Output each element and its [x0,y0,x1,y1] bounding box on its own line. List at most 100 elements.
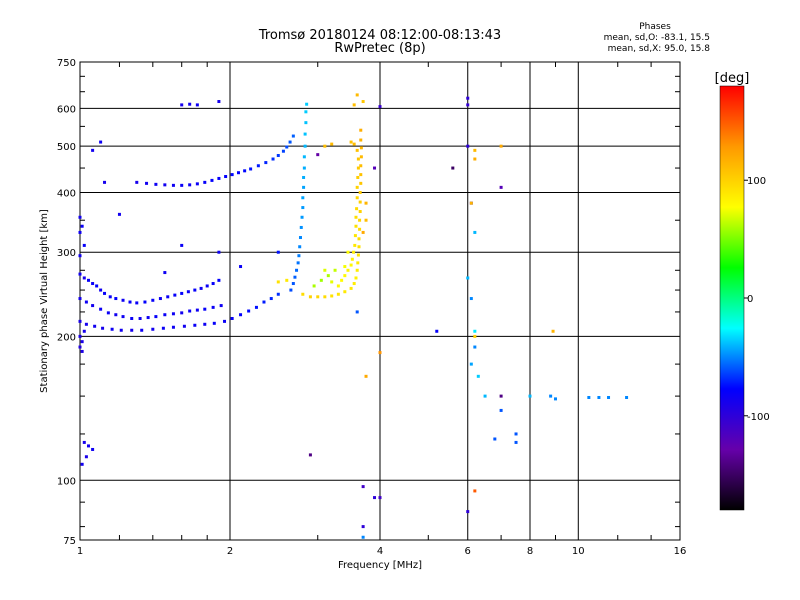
data-point-o [296,261,300,265]
x-tick-label: 2 [227,546,233,557]
data-point-x [349,140,353,144]
data-point-x [352,103,356,107]
colorbar-scale [719,85,745,511]
data-point-x [356,175,360,179]
data-point-o [361,525,365,529]
data-point-o [211,305,215,309]
y-tick-label: 75 [63,536,76,547]
data-point-o [180,243,184,247]
data-point-x [355,207,359,211]
data-point-o [466,510,470,514]
data-point-o [130,316,134,320]
data-point-x [359,128,363,132]
data-point-o [84,455,88,459]
data-point-o [182,324,186,328]
data-point-o [293,275,297,279]
data-point-x [323,295,327,299]
data-point-o [193,288,197,292]
data-point-o [180,103,184,107]
data-point-o [78,215,82,219]
data-point-o [171,325,175,329]
data-point-o [217,176,221,180]
data-point-o [373,496,377,500]
data-point-x [364,374,368,378]
data-point-o [378,496,382,500]
data-point-x [358,210,362,214]
data-point-o [78,334,82,338]
data-point-x [359,146,363,150]
data-point-o [78,272,82,276]
data-point-o [239,313,243,317]
data-point-o [302,155,306,159]
y-tick-label: 750 [57,58,76,69]
data-point-x [354,215,358,219]
data-point-o [199,286,203,290]
data-point-o [82,276,86,280]
colorbar: [deg] -100 0 100 [715,71,770,511]
data-point-x [323,144,327,148]
data-point-x [326,274,330,278]
data-point-o [236,171,240,175]
y-axis-ticks: 75 100 200 300 400 500 600 750 [57,58,76,547]
data-point-x [359,138,363,142]
data-point-o [86,444,90,448]
data-point-o [304,110,308,114]
data-point-o [121,315,125,319]
data-point-o [80,340,84,344]
colorbar-tick-label: 100 [747,176,766,187]
data-point-o [281,149,285,153]
data-point-o [587,395,591,399]
data-point-o [303,144,307,148]
phase-stats-x: mean, sd,X: 95.0, 15.8 [607,44,710,54]
data-point-x [349,263,353,267]
data-point-o [378,105,382,109]
data-point-o [80,224,84,228]
data-point-o [295,268,299,272]
data-point-x [356,157,360,161]
data-point-o [114,313,118,317]
data-point-o [211,282,215,286]
data-point-o [217,278,221,282]
data-point-o [217,250,221,254]
data-point-o [106,311,110,315]
data-point-o [269,297,273,301]
y-tick-label: 200 [57,332,76,343]
data-point-o [300,215,304,219]
data-point-o [247,309,251,313]
data-point-o [256,164,260,168]
data-point-o [151,298,155,302]
data-point-o [435,329,439,333]
data-point-o [78,230,82,234]
colorbar-tick-label: -100 [747,412,770,423]
data-point-x [356,261,360,265]
data-point-o [145,181,149,185]
data-point-x [358,200,362,204]
chart-subtitle: RwPretec (8p) [334,41,426,56]
grid-lines [80,62,680,540]
data-point-o [78,319,82,323]
data-point-x [350,257,354,261]
data-point-x [308,295,312,299]
data-point-o [91,282,95,286]
data-point-x [343,274,347,278]
data-point-o [373,166,377,170]
data-point-x [359,181,363,185]
data-point-o [625,395,629,399]
data-point-o [99,307,103,311]
data-point-o [195,103,199,107]
y-tick-label: 300 [57,248,76,259]
data-point-o [188,309,192,313]
data-point-o [171,183,175,187]
data-point-o [119,328,123,332]
y-tick-label: 400 [57,188,76,199]
colorbar-tick-label: 0 [747,294,753,305]
data-point-o [188,102,192,106]
data-point-o [78,254,82,258]
data-point-x [359,173,363,177]
data-point-x [333,268,337,272]
data-point-o [355,310,359,314]
data-point-x [312,284,316,288]
data-point-o [466,103,470,107]
data-point-o [80,349,84,353]
data-point-x [352,282,356,286]
